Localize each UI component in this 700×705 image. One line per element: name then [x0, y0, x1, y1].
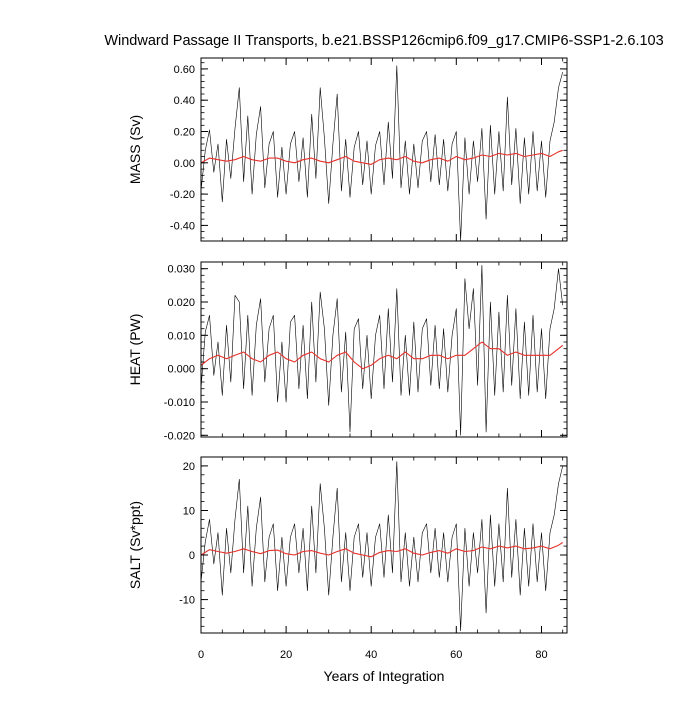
x-tick-label: 40	[365, 649, 377, 661]
series-smoothed-line	[200, 149, 563, 165]
plot-frame	[200, 57, 568, 242]
plot-frame	[200, 456, 568, 634]
y-tick-label: 0.000	[167, 364, 195, 376]
y-tick-label: 0	[189, 550, 195, 562]
series-monthly-line	[200, 461, 563, 632]
y-tick-label: 0.60	[174, 64, 195, 76]
panel-1: -0.40 -0.20 0.00 0.20 0.40 0.60 MASS (Sv)	[127, 57, 568, 242]
chart-panels: -0.40 -0.20 0.00 0.20 0.40 0.60 MASS (Sv) -0.02…	[127, 57, 568, 661]
series-monthly-line	[200, 65, 563, 242]
y-tick-label: -0.010	[164, 397, 195, 409]
y-tick-label: 10	[183, 506, 195, 518]
y-tick-label: -0.020	[164, 430, 195, 442]
y-axis-label: MASS (Sv)	[127, 115, 143, 184]
panel-3: -10 0 10 20 SALT (Sv*ppt)	[127, 456, 568, 634]
y-tick-label: 0.00	[174, 158, 195, 170]
y-tick-label: -0.40	[170, 220, 195, 232]
y-tick-label: 0.030	[167, 264, 195, 276]
series-smoothed-line	[200, 341, 564, 370]
panel-2: -0.020 -0.010 0.000 0.010 0.020 0.030 HEAT (PW…	[127, 261, 568, 442]
x-tick-label: 0	[198, 649, 204, 661]
plot-frame	[200, 261, 568, 438]
y-tick-label: 0.20	[174, 127, 195, 139]
x-tick-label: 60	[450, 649, 462, 661]
y-tick-label: -10	[179, 595, 195, 607]
chart-title: Windward Passage II Transports, b.e21.BS…	[104, 33, 663, 49]
series-monthly-line	[200, 264, 563, 436]
y-tick-label: 20	[183, 461, 195, 473]
y-tick-label: 0.020	[167, 297, 195, 309]
y-tick-label: 0.40	[174, 95, 195, 107]
y-tick-label: 0.010	[167, 330, 195, 342]
y-axis-label: SALT (Sv*ppt)	[127, 501, 143, 589]
y-axis-label: HEAT (PW)	[127, 314, 143, 386]
series-smoothed-line	[200, 542, 563, 558]
x-axis-label: Years of Integration	[324, 668, 445, 684]
y-tick-label: -0.20	[170, 189, 195, 201]
x-tick-label: 80	[535, 649, 547, 661]
x-tick-label: 20	[280, 649, 292, 661]
